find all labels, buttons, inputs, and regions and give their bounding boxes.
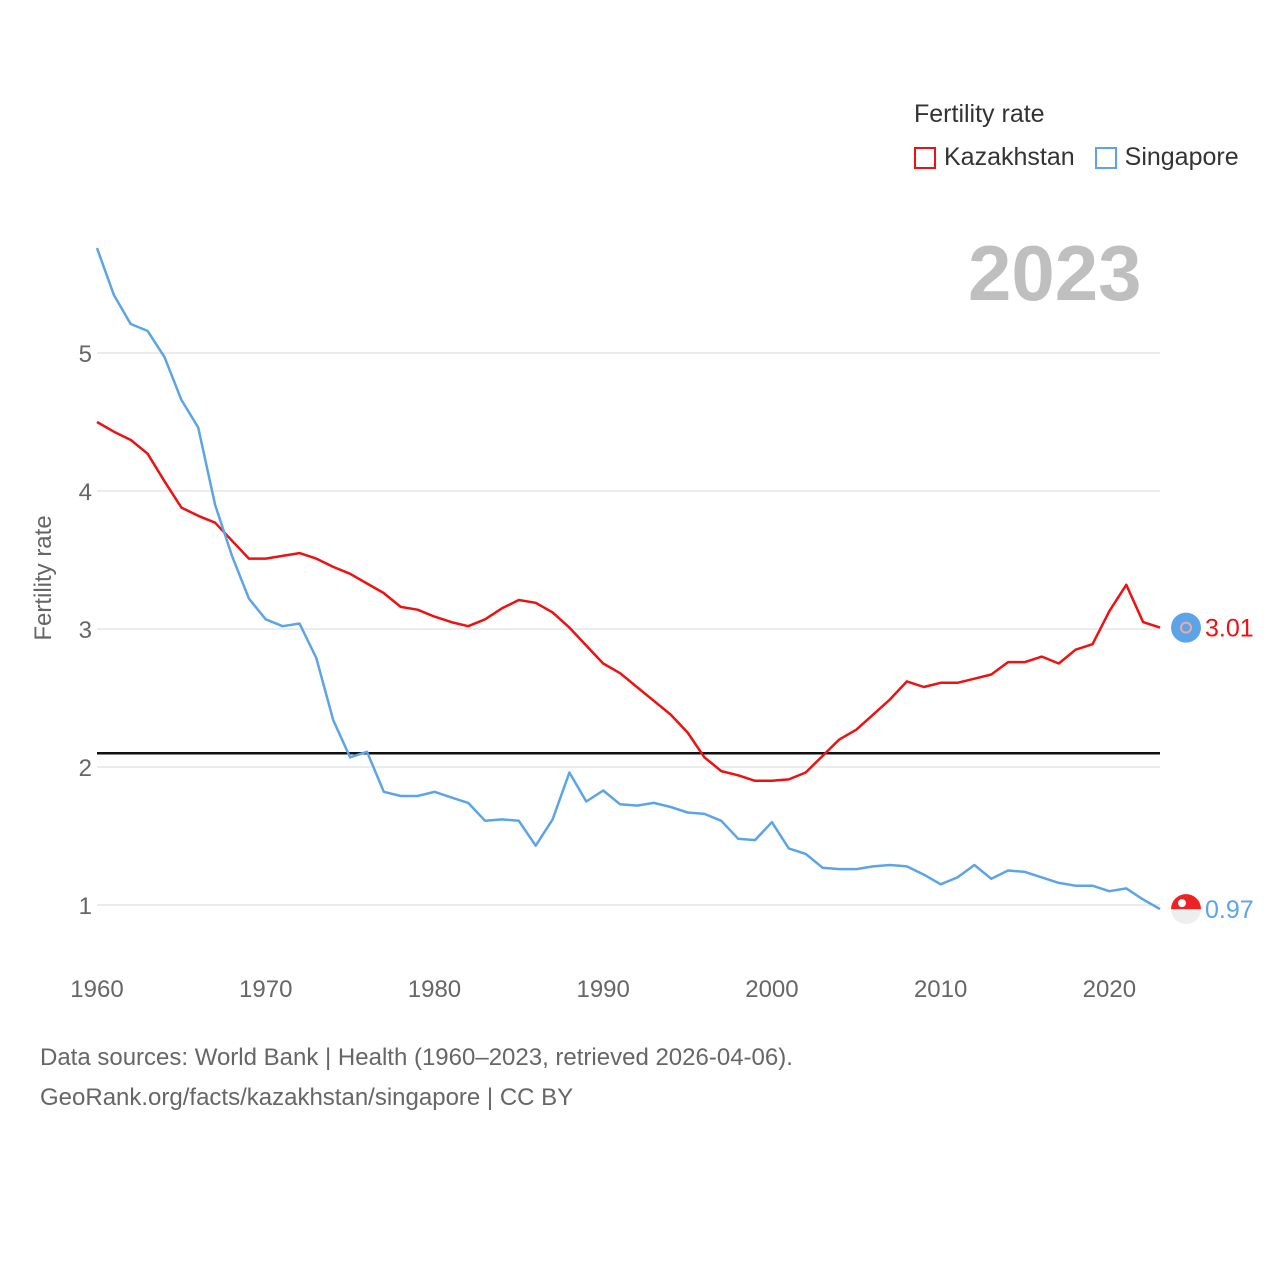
y-tick-label: 3 bbox=[79, 617, 92, 644]
y-axis-label: Fertility rate bbox=[30, 515, 57, 641]
current-year-label: 2023 bbox=[968, 229, 1142, 317]
legend-title: Fertility rate bbox=[914, 100, 1045, 128]
legend-item-kazakhstan[interactable]: Kazakhstan bbox=[914, 143, 1075, 172]
series-kazakhstan bbox=[96, 420, 1161, 783]
x-tick-label: 1970 bbox=[239, 976, 292, 1003]
legend-label-kazakhstan: Kazakhstan bbox=[944, 143, 1075, 171]
flag-kazakhstan-sun bbox=[1180, 621, 1192, 634]
series-line-kazakhstan bbox=[96, 420, 1161, 783]
x-tick-label: 1990 bbox=[576, 976, 629, 1003]
legend-item-singapore[interactable]: Singapore bbox=[1094, 143, 1239, 172]
flag-singapore-crescent bbox=[1178, 899, 1186, 908]
data-source-note: Data sources: World Bank | Health (1960–… bbox=[40, 1044, 793, 1071]
x-axis-ticks: 1960 1970 1980 1990 2000 2010 2020 bbox=[70, 976, 1136, 1003]
series-lines bbox=[95, 247, 1161, 911]
x-tick-label: 2000 bbox=[745, 976, 798, 1003]
y-tick-label: 2 bbox=[79, 755, 92, 782]
gridlines bbox=[97, 352, 1160, 906]
x-tick-label: 2010 bbox=[914, 976, 967, 1003]
y-tick-label: 1 bbox=[79, 893, 92, 920]
end-label-kazakhstan: 3.01 bbox=[1205, 615, 1254, 643]
singapore-flag-icon bbox=[1171, 894, 1201, 925]
series-singapore bbox=[95, 247, 1161, 911]
flag-singapore-red-half bbox=[1171, 894, 1201, 910]
legend-swatch-kazakhstan bbox=[914, 146, 936, 169]
x-tick-label: 2020 bbox=[1083, 976, 1136, 1003]
series-line-singapore bbox=[95, 247, 1161, 911]
x-tick-label: 1960 bbox=[70, 976, 123, 1003]
y-tick-label: 5 bbox=[79, 341, 92, 368]
legend-label-singapore: Singapore bbox=[1124, 143, 1239, 171]
source-url-license: GeoRank.org/facts/kazakhstan/singapore |… bbox=[40, 1084, 574, 1111]
kazakhstan-flag-icon bbox=[1171, 612, 1201, 643]
y-tick-label: 4 bbox=[79, 479, 92, 506]
y-axis-ticks: 1 2 3 4 5 bbox=[79, 341, 92, 920]
end-label-singapore: 0.97 bbox=[1205, 896, 1254, 924]
flag-kazakhstan-disc bbox=[1171, 612, 1201, 643]
legend: Kazakhstan Singapore bbox=[914, 143, 1259, 172]
x-tick-label: 1980 bbox=[408, 976, 461, 1003]
end-markers: 3.01 0.97 bbox=[1171, 612, 1254, 925]
legend-swatch-singapore bbox=[1094, 146, 1117, 169]
